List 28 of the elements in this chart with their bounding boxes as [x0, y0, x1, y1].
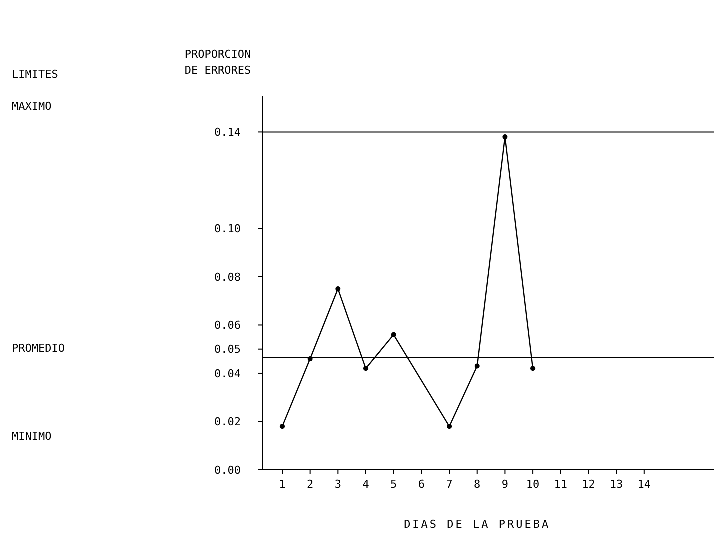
- x-tick-label: 13: [610, 478, 624, 491]
- y-tick-label: 0.00: [214, 464, 241, 477]
- y-tick-label: 0.06: [214, 319, 241, 332]
- x-tick-label: 6: [418, 478, 425, 491]
- y-axis-title: PROPORCION DE ERRORES: [184, 48, 252, 77]
- x-tick-label: 3: [334, 478, 342, 491]
- x-tick-label: 9: [502, 478, 509, 491]
- x-tick-label: 10: [526, 478, 540, 491]
- x-tick-label: 12: [582, 478, 596, 491]
- text: PROMEDIO: [12, 342, 65, 355]
- x-tick-label: 7: [446, 478, 453, 491]
- y-tick-label: 0.08: [214, 270, 241, 284]
- x-tick-label: 4: [362, 478, 370, 491]
- y-tick-label: 0.04: [214, 367, 242, 380]
- x-tick-label: 14: [638, 478, 652, 491]
- x-tick-label: 2: [307, 478, 314, 491]
- y-tick-label: 0.02: [214, 416, 241, 429]
- x-tick-label: 5: [390, 478, 398, 491]
- y-tick-label: 0.05: [214, 343, 241, 356]
- x-tick-label: 1: [279, 478, 286, 491]
- y-tick-label: 0.14: [214, 126, 242, 140]
- text: LIMITES: [12, 68, 58, 81]
- x-axis-title: DIAS DE LA PRUEBA: [404, 518, 551, 531]
- text: MINIMO: [12, 430, 52, 443]
- text: MAXIMO: [12, 100, 52, 114]
- x-tick-label: 11: [554, 478, 568, 491]
- y-tick-label: 0.10: [214, 222, 241, 236]
- x-tick-label: 8: [474, 478, 481, 491]
